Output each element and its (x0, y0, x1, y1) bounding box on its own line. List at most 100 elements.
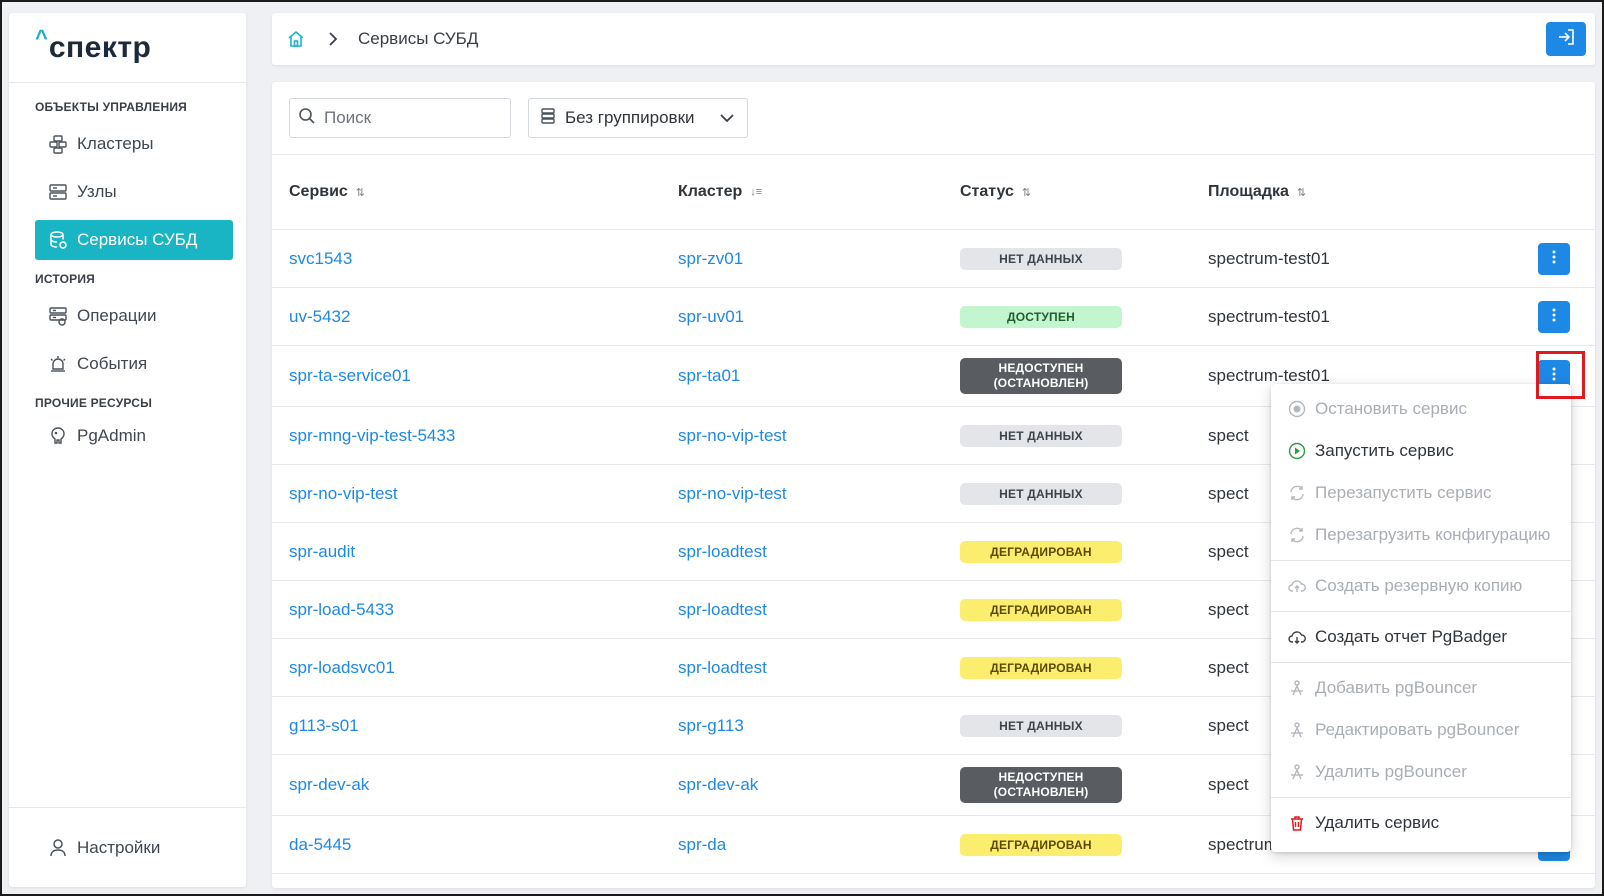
table-row: spr-ta-service01 spr-ta01 НЕДОСТУПЕН (ОСТАН… (272, 346, 1595, 407)
alarm-icon (47, 353, 69, 375)
sidebar-item-pgadmin[interactable]: PgAdmin (35, 416, 233, 456)
cloud-upload-icon (1287, 576, 1307, 596)
section-title-other: Прочие ресурсы (35, 396, 153, 410)
logout-button[interactable] (1546, 22, 1586, 56)
sidebar-item-dbms-services[interactable]: Сервисы СУБД (35, 220, 233, 260)
menu-item-label: Удалить pgBouncer (1315, 762, 1467, 781)
status-badge: НЕТ ДАННЫХ (960, 714, 1122, 737)
section-title-history: История (35, 272, 96, 286)
cluster-link[interactable]: spr-no-vip-test (678, 483, 787, 503)
menu-item-pgbadger-report[interactable]: Создать отчет PgBadger (1271, 616, 1571, 658)
cluster-link[interactable]: spr-uv01 (678, 306, 745, 326)
chevron-down-icon (719, 110, 735, 126)
status-text: НЕДОСТУПЕН (998, 770, 1084, 784)
row-actions-button[interactable] (1538, 300, 1570, 333)
service-link[interactable]: spr-loadsvc01 (289, 657, 395, 677)
status-badge: ДЕГРАДИРОВАН (960, 833, 1122, 856)
menu-item-label: Редактировать pgBouncer (1315, 720, 1520, 739)
cluster-link[interactable]: spr-ta01 (678, 366, 741, 385)
service-link[interactable]: spr-mng-vip-test-5433 (289, 425, 456, 445)
menu-divider (1271, 560, 1571, 561)
home-icon[interactable] (286, 28, 308, 50)
stop-circle-icon (1287, 399, 1307, 419)
more-vertical-icon (1552, 249, 1556, 269)
menu-item-label: Удалить сервис (1315, 813, 1440, 832)
cluster-link[interactable]: spr-dev-ak (678, 775, 759, 794)
service-link[interactable]: spr-audit (289, 541, 356, 561)
menu-item-label: Запустить сервис (1315, 441, 1454, 460)
site-name: spectrum-test01 (1208, 306, 1330, 326)
status-badge: НЕДОСТУПЕН (ОСТАНОВЛЕН) (960, 767, 1122, 803)
service-link[interactable]: g113-s01 (289, 715, 359, 735)
service-link[interactable]: spr-load-5433 (289, 599, 394, 619)
sidebar-item-nodes[interactable]: Узлы (35, 172, 233, 212)
cluster-icon (47, 133, 69, 155)
status-badge: НЕТ ДАННЫХ (960, 424, 1122, 447)
menu-item-reload-config[interactable]: Перезагрузить конфигурацию (1271, 514, 1571, 556)
status-badge: НЕДОСТУПЕН (ОСТАНОВЛЕН) (960, 358, 1122, 394)
sidebar-item-operations[interactable]: Операции (35, 296, 233, 336)
grouping-select[interactable]: Без группировки (528, 98, 748, 138)
menu-item-delete-pgbouncer[interactable]: Удалить pgBouncer (1271, 751, 1571, 793)
status-text: НЕТ ДАННЫХ (999, 428, 1083, 443)
status-text: НЕТ ДАННЫХ (999, 486, 1083, 501)
more-vertical-icon (1552, 366, 1556, 386)
chevron-right-icon (326, 31, 342, 47)
logo-caret: ^ (35, 24, 48, 50)
logo-text: спектр (48, 30, 152, 64)
cluster-link[interactable]: spr-da (678, 834, 727, 854)
sidebar-item-label: Сервисы СУБД (77, 230, 198, 249)
menu-item-edit-pgbouncer[interactable]: Редактировать pgBouncer (1271, 709, 1571, 751)
search-input[interactable] (324, 108, 504, 128)
row-actions-button[interactable] (1538, 242, 1570, 275)
more-vertical-icon (1552, 307, 1556, 327)
cluster-link[interactable]: spr-loadtest (678, 657, 767, 677)
bouncer-icon (1287, 762, 1307, 782)
service-link[interactable]: svc1543 (289, 248, 353, 268)
service-link[interactable]: spr-dev-ak (289, 775, 370, 794)
status-text: НЕТ ДАННЫХ (999, 718, 1083, 733)
database-icon (47, 229, 69, 251)
menu-item-start-service[interactable]: Запустить сервис (1271, 430, 1571, 472)
menu-item-delete-service[interactable]: Удалить сервис (1271, 802, 1571, 844)
table-row: spr-no-vip-test spr-no-vip-test НЕТ ДАННЫХ… (272, 465, 1595, 523)
logo[interactable]: ^ спектр (9, 13, 246, 83)
service-link[interactable]: spr-ta-service01 (289, 366, 411, 385)
user-icon (47, 837, 69, 859)
cluster-link[interactable]: spr-loadtest (678, 541, 767, 561)
sidebar-item-events[interactable]: События (35, 344, 233, 384)
section-title-objects: Объекты управления (35, 100, 187, 114)
elephant-icon (47, 425, 69, 447)
cluster-link[interactable]: spr-loadtest (678, 599, 767, 619)
menu-item-label: Создать отчет PgBadger (1315, 627, 1508, 646)
menu-item-label: Остановить сервис (1315, 399, 1467, 418)
sidebar-item-label: Кластеры (77, 134, 154, 153)
sidebar-item-settings[interactable]: Настройки (35, 828, 233, 868)
menu-item-add-pgbouncer[interactable]: Добавить pgBouncer (1271, 667, 1571, 709)
restart-icon (1287, 483, 1307, 503)
cluster-link[interactable]: spr-g113 (678, 715, 744, 735)
status-badge: ДЕГРАДИРОВАН (960, 598, 1122, 621)
column-header-service[interactable]: Сервис ⇅ (289, 183, 365, 201)
column-header-status[interactable]: Статус ⇅ (960, 183, 1031, 201)
column-header-site[interactable]: Площадка ⇅ (1208, 183, 1306, 201)
bouncer-icon (1287, 678, 1307, 698)
search-box[interactable] (289, 98, 511, 138)
menu-item-create-backup[interactable]: Создать резервную копию (1271, 565, 1571, 607)
cluster-link[interactable]: spr-no-vip-test (678, 425, 787, 445)
menu-item-stop-service[interactable]: Остановить сервис (1271, 388, 1571, 430)
breadcrumb-current: Сервисы СУБД (358, 29, 479, 48)
bouncer-icon (1287, 720, 1307, 740)
menu-item-restart-service[interactable]: Перезапустить сервис (1271, 472, 1571, 514)
service-link[interactable]: uv-5432 (289, 306, 351, 326)
service-link[interactable]: spr-no-vip-test (289, 483, 398, 503)
sidebar-item-clusters[interactable]: Кластеры (35, 124, 233, 164)
grouping-label: Без группировки (565, 108, 695, 127)
sort-icon: ⇅ (1296, 186, 1307, 199)
column-label: Площадка (1208, 183, 1289, 200)
service-link[interactable]: da-5445 (289, 834, 352, 854)
cluster-link[interactable]: spr-zv01 (678, 248, 744, 268)
column-header-cluster[interactable]: Кластер ↓≡ (678, 183, 762, 201)
layers-icon (539, 107, 557, 130)
sidebar-item-label: Узлы (77, 182, 117, 201)
